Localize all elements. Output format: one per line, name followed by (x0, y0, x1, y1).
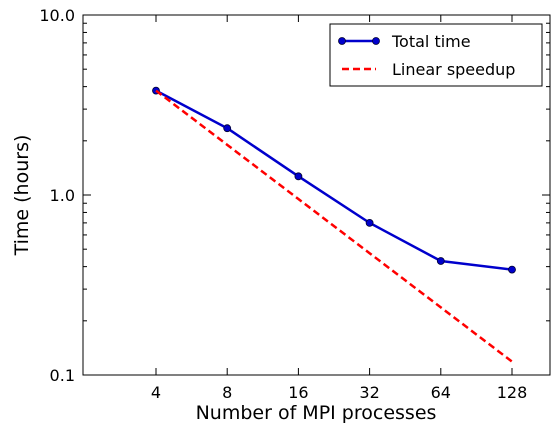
x-tick-label: 4 (151, 383, 161, 402)
y-tick-label: 10.0 (39, 6, 75, 25)
legend-label-total-time: Total time (391, 32, 471, 51)
x-tick-label: 32 (359, 383, 379, 402)
data-point (365, 218, 374, 227)
series-layer (152, 86, 516, 363)
y-axis-ticks: 0.1 1.0 10.0 (39, 6, 550, 385)
legend-label-linear-speedup: Linear speedup (392, 60, 515, 79)
y-tick-label: 0.1 (50, 366, 75, 385)
legend-marker-left (338, 37, 346, 45)
data-point (294, 172, 303, 181)
legend-marker-right (372, 37, 380, 45)
series-line-linear-speedup (155, 89, 513, 363)
x-tick-label: 64 (431, 383, 451, 402)
data-point (223, 124, 232, 133)
x-tick-label: 8 (222, 383, 232, 402)
data-point (508, 265, 516, 274)
y-axis-label: Time (hours) (11, 135, 33, 257)
x-axis-ticks: 4 8 16 32 64 128 (151, 15, 527, 402)
legend-box (329, 23, 543, 87)
legend: Total time Linear speedup (329, 23, 543, 87)
data-point (436, 257, 445, 265)
x-tick-label: 128 (497, 383, 528, 402)
x-tick-label: 16 (288, 383, 308, 402)
y-tick-label: 1.0 (50, 186, 75, 205)
x-axis-label: Number of MPI processes (196, 402, 437, 424)
series-line-total-time (155, 89, 513, 271)
